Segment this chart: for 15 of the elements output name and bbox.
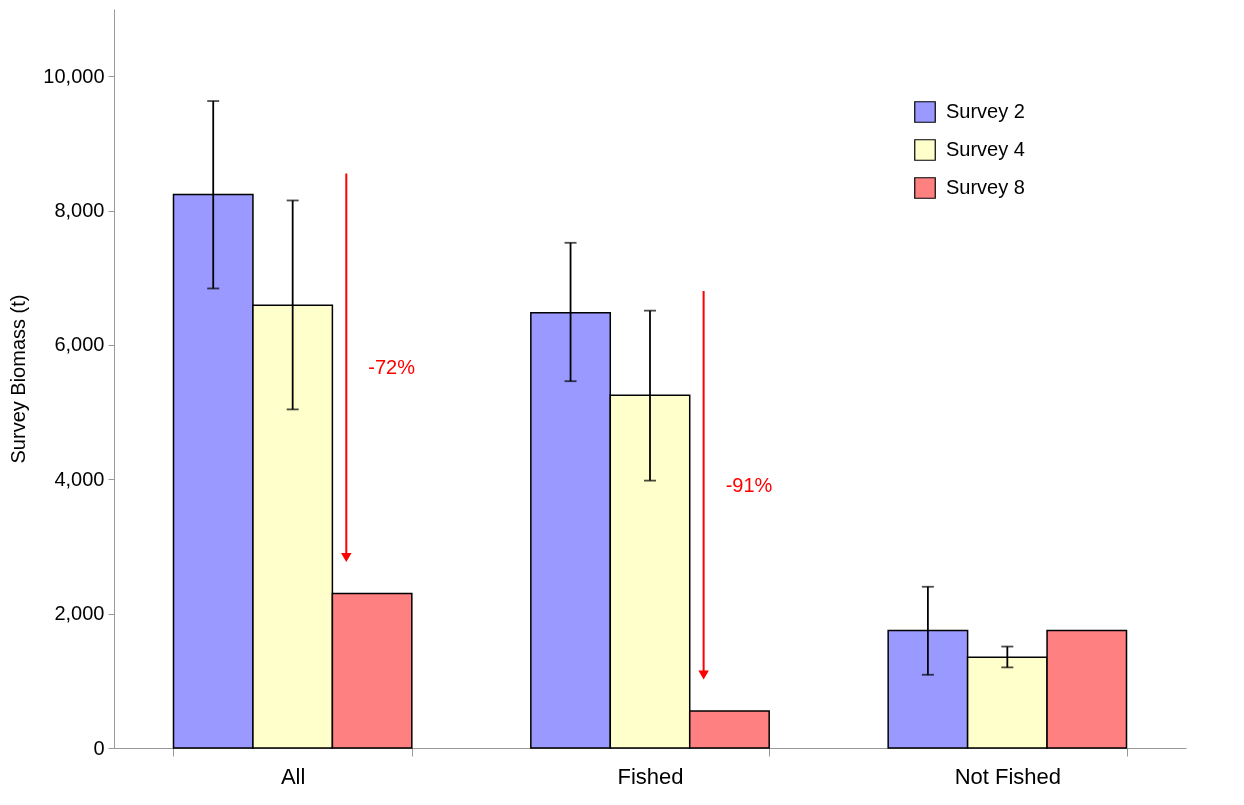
legend-label: Survey 2	[946, 100, 1025, 122]
annotation: -72%	[368, 356, 416, 379]
y-tick-label: 10,000	[43, 64, 105, 87]
legend-label: Survey 8	[946, 176, 1025, 198]
legend-label: Survey 4	[946, 138, 1025, 160]
y-tick-label: 4,000	[54, 467, 105, 490]
y-tick-label: 6,000	[54, 333, 105, 356]
x-tick-label: Fished	[617, 763, 684, 789]
annotation: -91%	[725, 474, 773, 497]
x-tick-label: All	[280, 763, 306, 789]
y-tick-label: 0	[93, 736, 105, 759]
y-axis-title: Survey Biomass (t)	[7, 294, 30, 464]
y-tick-label: 8,000	[54, 199, 105, 222]
x-tick-label: Not Fished	[954, 763, 1062, 789]
y-tick-label: 2,000	[54, 602, 105, 625]
